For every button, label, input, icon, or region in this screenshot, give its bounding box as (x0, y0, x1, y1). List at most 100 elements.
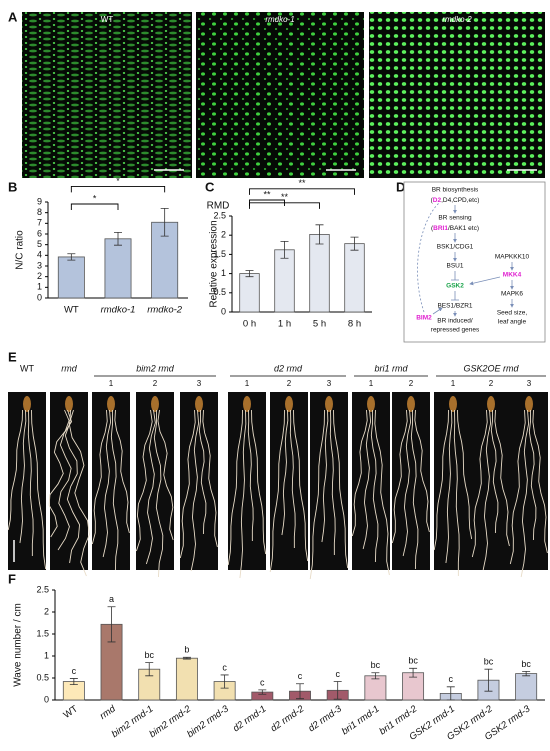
error-bar-line (350, 236, 359, 251)
root (321, 409, 329, 543)
error-bar (245, 270, 254, 278)
error-bar-line (522, 671, 531, 677)
node: BIM2 (416, 315, 432, 322)
error-bar-line (333, 681, 342, 700)
bar (344, 243, 365, 313)
node: (BRI1/BAK1 etc) (431, 225, 479, 232)
line-label: 1 (369, 379, 374, 388)
error-bar-line (409, 667, 418, 678)
x-tick-label: 8 h (348, 319, 361, 330)
y-tick-label: 8 (37, 207, 42, 217)
root (482, 409, 492, 571)
root-photo (228, 392, 266, 570)
root (145, 409, 156, 565)
node: BR sensing (438, 215, 472, 222)
image-label: rmdko-2 (442, 15, 472, 24)
error-bar-line (258, 689, 267, 695)
seed (195, 396, 203, 412)
root (31, 409, 47, 570)
line-label: 3 (327, 379, 332, 388)
node-part: D2 (433, 197, 442, 204)
error-bar (145, 662, 154, 677)
panel-label: D (396, 179, 405, 194)
y-tick-label: 5 (37, 239, 42, 249)
y-tick-label: 2.5 (36, 584, 49, 594)
root (293, 409, 309, 562)
genotype-label: WT (20, 363, 34, 373)
error-bar (114, 232, 122, 246)
node-part: ( (431, 197, 434, 204)
group-label: c (260, 677, 265, 687)
group-label: bc (371, 660, 381, 670)
x-tick-label: d2 rmd-2 (269, 703, 307, 734)
root-photo (352, 392, 390, 570)
node: MAPK6 (501, 291, 523, 298)
x-tick-label: d2 rmd-1 (231, 704, 268, 735)
node: BR induced/ (437, 318, 473, 325)
inhibit (451, 291, 459, 301)
root (391, 409, 408, 544)
root (509, 409, 526, 565)
bar (364, 675, 387, 701)
node: GSK2 (446, 283, 464, 290)
seed (449, 396, 457, 412)
root-photo (472, 392, 510, 570)
y-tick-label: 2 (221, 230, 226, 240)
dashed-link (417, 201, 441, 313)
root (153, 409, 164, 578)
root (135, 409, 153, 552)
error-bar (522, 671, 531, 677)
panel-label: F (8, 571, 16, 586)
y-tick-label: 0 (44, 694, 49, 704)
image-label: rmdko-1 (265, 15, 294, 24)
x-tick-label: bim2 rmd-3 (185, 703, 231, 740)
root-photo (510, 392, 548, 570)
x-tick-label: rmd (98, 703, 118, 722)
error-bar-line (107, 606, 116, 643)
root (19, 409, 27, 544)
root (157, 409, 174, 541)
genotype-label: GSK2OE rmd (463, 363, 519, 373)
seed (285, 396, 293, 412)
genotype-label: bim2 rmd (136, 363, 175, 373)
error-bar (280, 240, 289, 259)
root (64, 409, 80, 564)
significance-label: * (116, 176, 120, 186)
significance-bracket (70, 203, 119, 210)
group-label: c (72, 666, 77, 676)
significance-bracket (249, 202, 320, 209)
y-tick-label: 1 (221, 268, 226, 278)
genotype-label: bri1 rmd (374, 363, 408, 373)
bar (515, 673, 538, 701)
error-bar (69, 678, 78, 685)
inhibit (451, 271, 459, 281)
genotype-label: d2 rmd (274, 363, 303, 373)
line-label: 3 (527, 379, 532, 388)
error-bar (371, 672, 380, 680)
group-label: bc (408, 656, 418, 666)
root (374, 409, 390, 576)
y-tick-label: 0 (221, 306, 226, 316)
error-bar (446, 686, 455, 701)
node: (D2,D4,CPD,etc) (431, 197, 480, 204)
error-bar-line (69, 678, 78, 685)
significance-label: ** (298, 178, 306, 188)
node: BR biosynthesis (432, 187, 479, 194)
group-label: b (184, 645, 189, 655)
bar (175, 657, 198, 701)
node: Seed size, (497, 310, 528, 317)
error-bar (258, 689, 267, 695)
root (351, 409, 368, 537)
root (494, 409, 510, 547)
root (27, 409, 34, 557)
root (490, 409, 499, 534)
x-tick-label: WT (62, 703, 81, 721)
y-tick-label: 3 (37, 260, 42, 270)
root (227, 409, 243, 566)
node-part: BRI1 (433, 225, 448, 232)
group-label: c (298, 671, 303, 681)
root-photo (270, 392, 308, 570)
node-part: ( (431, 225, 434, 232)
root-photo (50, 392, 88, 570)
group-label: bc (144, 650, 154, 660)
